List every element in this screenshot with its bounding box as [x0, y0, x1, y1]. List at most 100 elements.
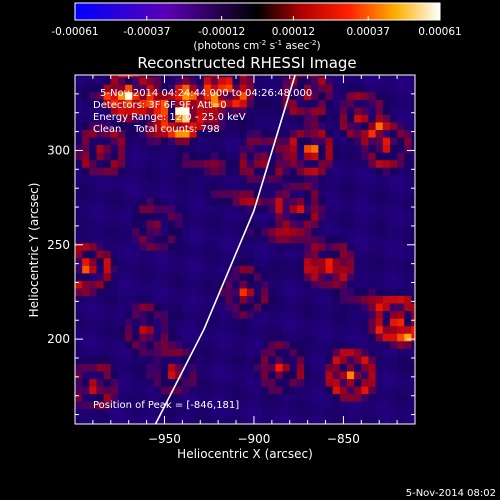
heatmap-cell	[218, 250, 226, 259]
heatmap-cell	[397, 303, 405, 312]
heatmap-cell	[268, 167, 276, 176]
heatmap-cell	[325, 205, 333, 214]
heatmap-cell	[318, 76, 326, 85]
heatmap-cell	[175, 212, 183, 221]
heatmap-cell	[160, 318, 169, 327]
heatmap-cell	[404, 408, 412, 417]
heatmap-cell	[218, 205, 226, 214]
heatmap-cell	[304, 242, 312, 251]
heatmap-cell	[389, 318, 398, 327]
heatmap-cell	[354, 99, 362, 108]
heatmap-cell	[103, 212, 112, 221]
heatmap-cell	[389, 212, 398, 221]
heatmap-cell	[382, 174, 391, 183]
heatmap-cell	[117, 340, 126, 349]
heatmap-cell	[110, 356, 119, 364]
heatmap-cell	[296, 401, 305, 410]
heatmap-cell	[382, 137, 391, 146]
heatmap-cell	[153, 378, 162, 387]
heatmap-cell	[139, 159, 147, 168]
heatmap-cell	[182, 318, 190, 327]
heatmap-cell	[110, 91, 119, 100]
heatmap-cell	[203, 212, 212, 221]
heatmap-cell	[117, 371, 126, 380]
heatmap-cell	[218, 333, 226, 342]
heatmap-cell	[304, 144, 312, 153]
heatmap-cell	[282, 333, 291, 342]
heatmap-cell	[75, 182, 83, 191]
heatmap-cell	[354, 280, 362, 289]
heatmap-cell	[117, 318, 126, 327]
heatmap-cell	[189, 174, 197, 183]
heatmap-cell	[211, 242, 219, 251]
heatmap-cell	[182, 235, 190, 244]
heatmap-cell	[168, 363, 176, 372]
heatmap-cell	[225, 273, 233, 281]
heatmap-cell	[239, 401, 248, 410]
heatmap-cell	[211, 220, 219, 229]
heatmap-cell	[404, 295, 412, 304]
heatmap-cell	[75, 122, 83, 131]
heatmap-cell	[411, 137, 415, 146]
heatmap-cell	[289, 205, 298, 214]
heatmap-cell	[132, 416, 140, 424]
heatmap-cell	[117, 107, 126, 115]
heatmap-cell	[253, 386, 262, 395]
heatmap-cell	[246, 122, 255, 131]
heatmap-cell	[361, 401, 369, 410]
heatmap-cell	[239, 356, 248, 364]
heatmap-cell	[110, 363, 119, 372]
heatmap-cell	[411, 107, 415, 115]
heatmap-cell	[132, 159, 140, 168]
heatmap-cell	[75, 408, 83, 417]
heatmap-cell	[318, 273, 326, 281]
heatmap-cell	[139, 122, 147, 131]
heatmap-cell	[368, 220, 376, 229]
heatmap-cell	[103, 250, 112, 259]
heatmap-cell	[289, 220, 298, 229]
heatmap-cell	[268, 212, 276, 221]
heatmap-cell	[103, 378, 112, 387]
heatmap-cell	[253, 378, 262, 387]
heatmap-cell	[361, 408, 369, 417]
heatmap-cell	[282, 265, 291, 274]
heatmap-cell	[225, 122, 233, 131]
heatmap-cell	[189, 114, 197, 123]
heatmap-cell	[232, 333, 240, 342]
heatmap-cell	[103, 318, 112, 327]
heatmap-cell	[139, 318, 147, 327]
heatmap-cell	[225, 212, 233, 221]
annotation-energy: Energy Range: 12.0 - 25.0 keV	[93, 112, 246, 123]
heatmap-cell	[239, 303, 248, 312]
heatmap-cell	[304, 265, 312, 274]
heatmap-cell	[225, 250, 233, 259]
heatmap-cell	[203, 288, 212, 297]
heatmap-cell	[139, 75, 147, 78]
heatmap-cell	[311, 408, 319, 417]
heatmap-cell	[311, 91, 319, 100]
heatmap-cell	[168, 325, 176, 334]
heatmap-cell	[382, 182, 391, 191]
heatmap-cell	[225, 378, 233, 387]
heatmap-cell	[246, 273, 255, 281]
heatmap-cell	[75, 265, 83, 274]
heatmap-cell	[253, 84, 262, 93]
heatmap-cell	[325, 295, 333, 304]
heatmap-cell	[239, 227, 248, 236]
heatmap-cell	[146, 393, 155, 402]
heatmap-cell	[282, 137, 291, 146]
heatmap-cell	[218, 137, 226, 146]
heatmap-cell	[146, 318, 155, 327]
heatmap-cell	[253, 75, 262, 78]
heatmap-cell	[325, 288, 333, 297]
heatmap-cell	[146, 348, 155, 357]
heatmap-cell	[397, 144, 405, 153]
heatmap-cell	[289, 273, 298, 281]
heatmap-cell	[117, 250, 126, 259]
heatmap-cell	[282, 91, 291, 100]
heatmap-cell	[411, 190, 415, 198]
heatmap-cell	[175, 371, 183, 380]
heatmap-cell	[132, 182, 140, 191]
heatmap-cell	[411, 356, 415, 364]
heatmap-cell	[389, 220, 398, 229]
